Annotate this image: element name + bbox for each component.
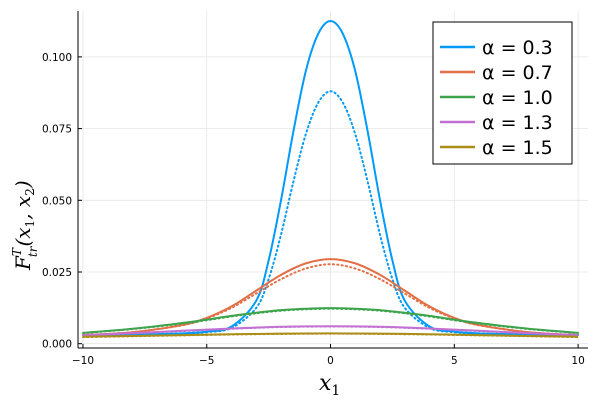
x-tick-label: −10 xyxy=(72,355,94,367)
x-tick-label: 10 xyxy=(571,355,584,367)
y-tick-label: 0.050 xyxy=(42,195,72,207)
legend-label-3: α = 1.3 xyxy=(482,112,553,134)
y-axis-title: FT tr(x1, x2) xyxy=(10,180,40,271)
series-line-1 xyxy=(81,90,580,337)
y-tick-label: 0.000 xyxy=(42,339,72,351)
axes xyxy=(77,11,588,349)
series-line-5 xyxy=(81,307,580,335)
legend-box xyxy=(432,21,573,165)
legend-label-0: α = 0.3 xyxy=(482,37,553,59)
x-axis-title: x1 xyxy=(319,371,340,399)
tick-labels: −10 −5 0 5 10 0.000 0.025 0.050 0.075 0.100 xyxy=(42,52,585,367)
legend-label-4: α = 1.5 xyxy=(482,137,553,159)
y-tick-label: 0.100 xyxy=(42,52,72,64)
series-line-9 xyxy=(81,332,580,339)
series-line-7 xyxy=(81,325,580,337)
x-tick-label: 0 xyxy=(327,355,334,367)
x-tick-label: 5 xyxy=(451,355,458,367)
legend-label-1: α = 0.7 xyxy=(482,62,553,84)
x-tick-label: −5 xyxy=(199,355,214,367)
legend-label-2: α = 1.0 xyxy=(482,87,553,109)
y-tick-label: 0.025 xyxy=(42,267,72,279)
legend: α = 0.3 α = 0.7 α = 1.0 α = 1.3 α = 1.5 xyxy=(432,21,573,165)
plot-area xyxy=(81,20,580,339)
y-tick-label: 0.075 xyxy=(42,124,72,136)
